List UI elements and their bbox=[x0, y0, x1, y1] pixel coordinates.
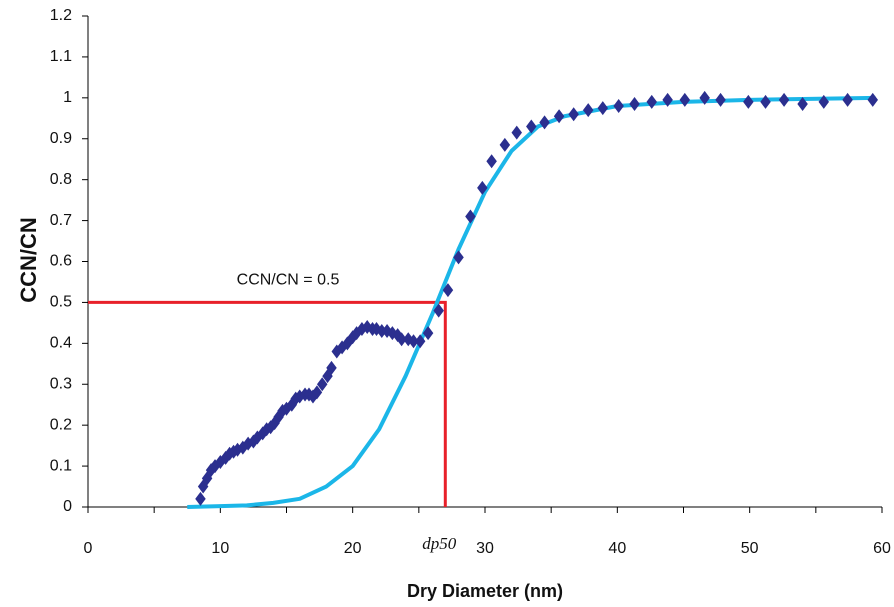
marker bbox=[797, 96, 808, 111]
marker bbox=[486, 154, 497, 169]
y-tick-label: 0.5 bbox=[50, 294, 72, 311]
x-axis-title: Dry Diameter (nm) bbox=[407, 581, 563, 601]
y-tick-label: 1 bbox=[63, 89, 72, 106]
marker bbox=[408, 334, 419, 349]
marker bbox=[465, 209, 476, 224]
x-tick-label: 20 bbox=[344, 540, 362, 557]
y-tick-label: 0.7 bbox=[50, 212, 72, 229]
reference-x-label: dp50 bbox=[422, 534, 457, 553]
marker bbox=[629, 96, 640, 111]
y-tick-label: 0.1 bbox=[50, 457, 72, 474]
x-tick-label: 30 bbox=[476, 540, 494, 557]
marker bbox=[597, 101, 609, 116]
marker bbox=[453, 250, 464, 265]
marker bbox=[553, 109, 565, 124]
x-tick-label: 0 bbox=[84, 540, 93, 557]
marker bbox=[613, 99, 624, 114]
y-tick-label: 0.3 bbox=[50, 375, 72, 392]
marker bbox=[477, 180, 488, 195]
marker bbox=[743, 94, 754, 109]
marker bbox=[699, 90, 710, 105]
marker bbox=[326, 360, 337, 375]
reference-line bbox=[88, 300, 447, 507]
y-tick-label: 0.4 bbox=[50, 335, 72, 352]
marker bbox=[422, 326, 434, 341]
marker bbox=[414, 334, 426, 349]
marker bbox=[582, 103, 594, 118]
y-axis-title: CCN/CN bbox=[16, 217, 41, 303]
y-tick-label: 0.8 bbox=[50, 171, 72, 188]
marker bbox=[539, 115, 550, 130]
marker bbox=[842, 92, 853, 107]
marker bbox=[511, 125, 523, 140]
marker bbox=[442, 283, 454, 298]
marker bbox=[646, 94, 657, 109]
marker bbox=[195, 491, 206, 506]
y-tick-label: 1.1 bbox=[50, 48, 72, 65]
marker bbox=[376, 324, 388, 339]
y-tick-label: 1.2 bbox=[50, 7, 72, 24]
marker bbox=[311, 385, 323, 400]
marker bbox=[818, 94, 830, 109]
marker bbox=[568, 107, 579, 122]
marker bbox=[316, 377, 328, 392]
marker bbox=[526, 119, 537, 134]
y-tick-label: 0.9 bbox=[50, 130, 72, 147]
y-tick-label: 0 bbox=[63, 498, 72, 515]
x-tick-label: 60 bbox=[873, 540, 891, 557]
y-tick-label: 0.2 bbox=[50, 416, 72, 433]
marker bbox=[679, 92, 691, 107]
reference-y-label: CCN/CN = 0.5 bbox=[237, 272, 340, 289]
marker bbox=[662, 92, 673, 107]
marker bbox=[715, 92, 726, 107]
x-tick-label: 50 bbox=[741, 540, 759, 557]
marker bbox=[396, 332, 407, 347]
x-tick-label: 10 bbox=[211, 540, 229, 557]
marker bbox=[499, 137, 511, 152]
marker bbox=[760, 94, 771, 109]
marker bbox=[433, 303, 444, 318]
marker bbox=[778, 92, 790, 107]
x-tick-label: 40 bbox=[608, 540, 626, 557]
y-tick-label: 0.6 bbox=[50, 253, 72, 270]
marker bbox=[867, 92, 878, 107]
